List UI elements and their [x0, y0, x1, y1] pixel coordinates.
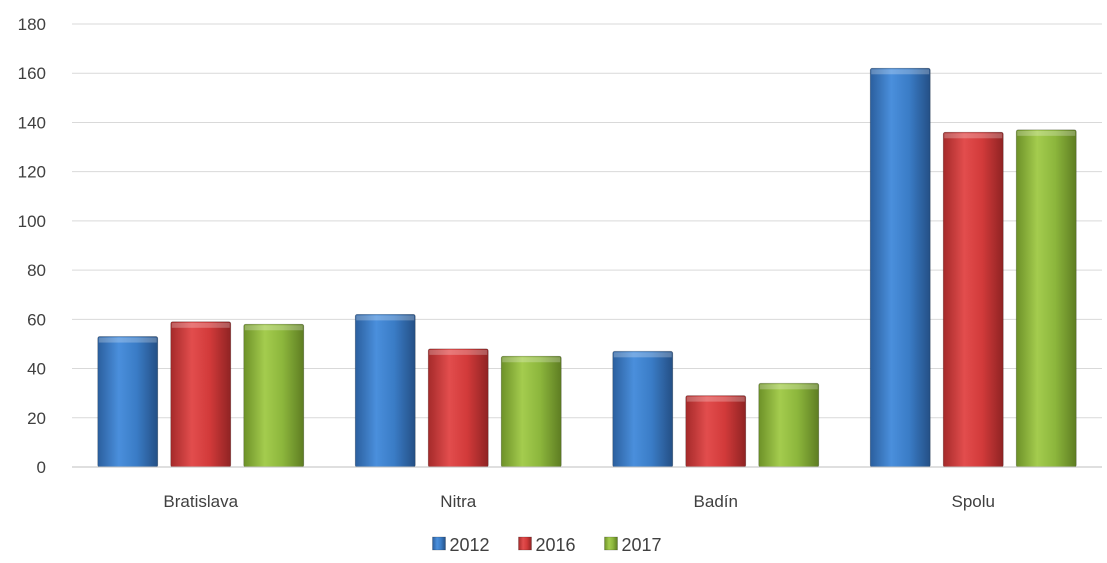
- bar-2017-3: [1015, 129, 1077, 468]
- gridlines: [72, 23, 1102, 419]
- y-tick-label: 120: [18, 163, 46, 182]
- bar-highlight: [429, 349, 488, 355]
- legend-label: 2017: [622, 535, 662, 555]
- bar-2012-3: [869, 67, 931, 468]
- y-tick-label: 180: [18, 15, 46, 34]
- y-tick-label: 60: [27, 310, 46, 329]
- legend-swatch-2016: [518, 536, 532, 551]
- y-tick-label: 80: [27, 261, 46, 280]
- y-axis-ticks: 0 20 40 60 80 100 120 140 160 180: [18, 15, 46, 477]
- bar-highlight: [1017, 130, 1076, 136]
- y-tick-label: 140: [18, 113, 46, 132]
- bar-highlight: [98, 337, 157, 343]
- y-tick-label: 100: [18, 212, 46, 231]
- y-tick-label: 40: [27, 360, 46, 379]
- bar-highlight: [759, 384, 818, 390]
- bar-highlight: [502, 357, 561, 363]
- bar-2017-0: [243, 323, 305, 468]
- x-tick-label: Bratislava: [163, 492, 238, 511]
- legend-label: 2012: [450, 535, 490, 555]
- y-tick-label: 0: [37, 458, 46, 477]
- bar-2016-3: [942, 131, 1004, 468]
- bar-2016-0: [170, 321, 232, 468]
- bar-2017-1: [500, 355, 562, 468]
- x-tick-label: Nitra: [440, 492, 476, 511]
- bar-highlight: [244, 325, 303, 331]
- bar-2012-1: [354, 314, 416, 468]
- bar-highlight: [613, 352, 672, 358]
- bar-highlight: [871, 69, 930, 75]
- y-tick-label: 20: [27, 409, 46, 428]
- bar-2012-0: [97, 336, 159, 468]
- bar-2012-2: [612, 350, 674, 468]
- legend: 2012 2016 2017: [432, 535, 662, 555]
- x-tick-label: Badín: [694, 492, 738, 511]
- bar-highlight: [944, 133, 1003, 139]
- legend-label: 2016: [536, 535, 576, 555]
- bar-highlight: [171, 322, 230, 328]
- bar-highlight: [356, 315, 415, 321]
- bar-highlight: [686, 396, 745, 402]
- y-tick-label: 160: [18, 64, 46, 83]
- legend-swatch-2017: [604, 536, 618, 551]
- bar-2017-2: [758, 382, 820, 468]
- x-axis: Bratislava Nitra Badín Spolu: [72, 466, 1102, 511]
- legend-swatch-2012: [432, 536, 446, 551]
- bar-2016-1: [427, 348, 489, 468]
- bar-2016-2: [685, 395, 747, 468]
- x-tick-label: Spolu: [952, 492, 995, 511]
- bars: [97, 67, 1077, 468]
